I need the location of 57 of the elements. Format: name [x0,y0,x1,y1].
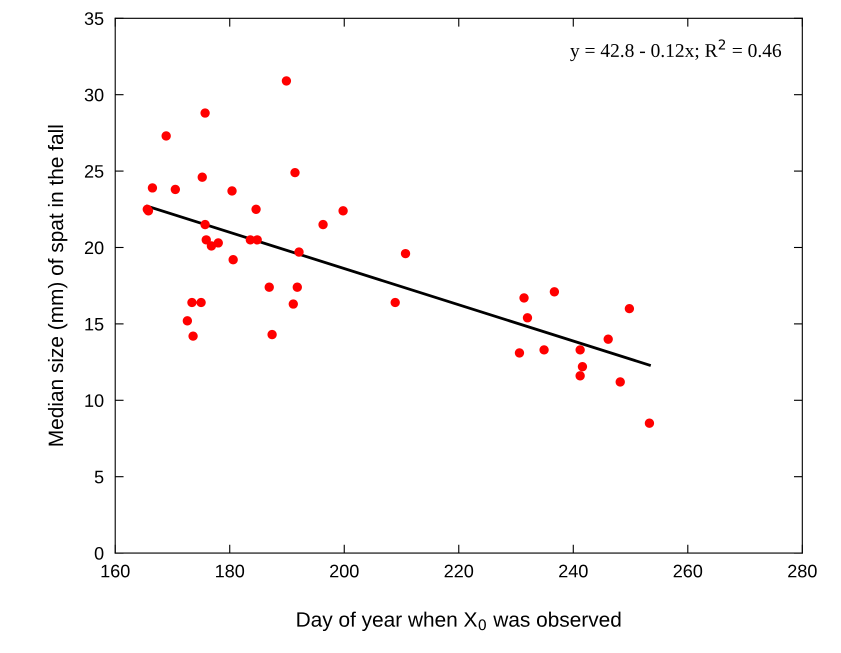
y-tick-label: 5 [94,470,104,484]
x-tick-label: 220 [444,564,474,578]
point [288,299,298,309]
point [292,282,302,292]
point [318,220,328,230]
point [264,282,274,292]
y-tick-label: 20 [84,241,104,254]
point [148,183,158,193]
point [214,238,223,248]
point [251,204,261,214]
point [578,362,588,372]
point [282,76,292,86]
x-tick-label: 180 [216,564,244,578]
x-tick-label: 260 [674,564,702,578]
point [227,186,237,196]
x-tick-label: 240 [559,564,588,578]
point [188,331,198,341]
point [187,298,197,308]
x-tick-label: 200 [330,564,359,578]
point [200,220,210,230]
point [290,168,300,178]
point [575,371,585,380]
point [198,172,207,182]
point [200,108,210,118]
point [170,184,180,194]
y-axis-title: Median size (mm) of spat in the fall [48,126,68,446]
point [294,247,304,257]
point [604,334,613,344]
point [575,345,585,355]
y-tick-label: 15 [85,318,104,331]
point [267,330,277,340]
point [196,298,206,308]
x-axis-title: Day of year when X$_{0}$ was observed [297,612,620,632]
point [624,304,634,314]
point [550,287,560,296]
point [616,377,625,387]
point [252,235,262,245]
y-tick-label: 35 [84,12,104,26]
y-tick-label: 0 [94,547,104,560]
point [514,348,524,358]
point [228,255,238,264]
point [519,293,529,303]
point [390,298,400,308]
y-tick-label: 10 [85,394,104,408]
annotation: y = 42.8 - 0.12x; R$^{2}$ = 0.46 [570,39,782,62]
point [182,316,192,326]
point [202,235,211,245]
y-tick-label: 30 [84,88,104,102]
point [644,418,654,428]
x-tick-label: 160 [102,564,130,578]
point [400,248,410,258]
point [162,131,171,141]
point [539,345,549,355]
point [522,313,532,322]
y-tick-label: 25 [84,165,104,178]
x-tick-label: 280 [788,564,817,578]
point [338,206,348,216]
